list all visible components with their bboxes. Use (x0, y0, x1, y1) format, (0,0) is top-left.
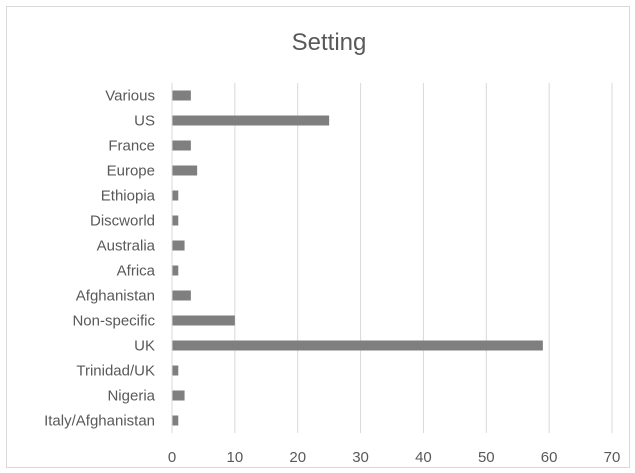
bar-discworld (172, 215, 179, 226)
x-tick-label: 20 (289, 449, 306, 466)
bar-europe (172, 165, 198, 176)
category-label: Afghanistan (76, 288, 155, 305)
x-tick-label: 0 (168, 449, 176, 466)
bar-nigeria (172, 390, 185, 401)
x-tick-labels: 0 10 20 30 40 50 60 70 (168, 449, 621, 466)
bar-africa (172, 265, 179, 276)
category-label: Africa (117, 263, 156, 280)
gridlines (234, 83, 613, 433)
category-labels: Various US France Europe Ethiopia Discworld Au… (44, 88, 156, 430)
bar-trinidad-uk (172, 365, 179, 376)
bar-uk (172, 340, 543, 351)
category-label: Non-specific (72, 313, 155, 330)
chart-title: Setting (292, 29, 367, 56)
bar-italy-afghanistan (172, 415, 179, 426)
bars (172, 90, 543, 426)
category-label: Various (105, 88, 155, 105)
category-label: Discworld (90, 213, 155, 230)
category-label: Ethiopia (101, 188, 156, 205)
category-label: Trinidad/UK (76, 363, 155, 380)
x-tick-label: 30 (352, 449, 369, 466)
x-tick-label: 10 (227, 449, 244, 466)
category-label: Europe (107, 163, 155, 180)
bar-australia (172, 240, 185, 251)
bar-afghanistan (172, 290, 191, 301)
x-tick-label: 70 (604, 449, 621, 466)
x-tick-label: 40 (415, 449, 432, 466)
x-tick-label: 60 (541, 449, 558, 466)
category-label: Australia (97, 238, 156, 255)
x-tick-label: 50 (478, 449, 495, 466)
category-label: Italy/Afghanistan (44, 413, 155, 430)
category-label: US (134, 113, 155, 130)
bar-non-specific (172, 315, 235, 326)
bar-us (172, 115, 330, 126)
bar-france (172, 140, 191, 151)
category-label: UK (134, 338, 155, 355)
category-label: France (108, 138, 155, 155)
bar-various (172, 90, 191, 101)
chart-frame (6, 6, 630, 468)
category-label: Nigeria (107, 388, 155, 405)
bar-ethiopia (172, 190, 179, 201)
